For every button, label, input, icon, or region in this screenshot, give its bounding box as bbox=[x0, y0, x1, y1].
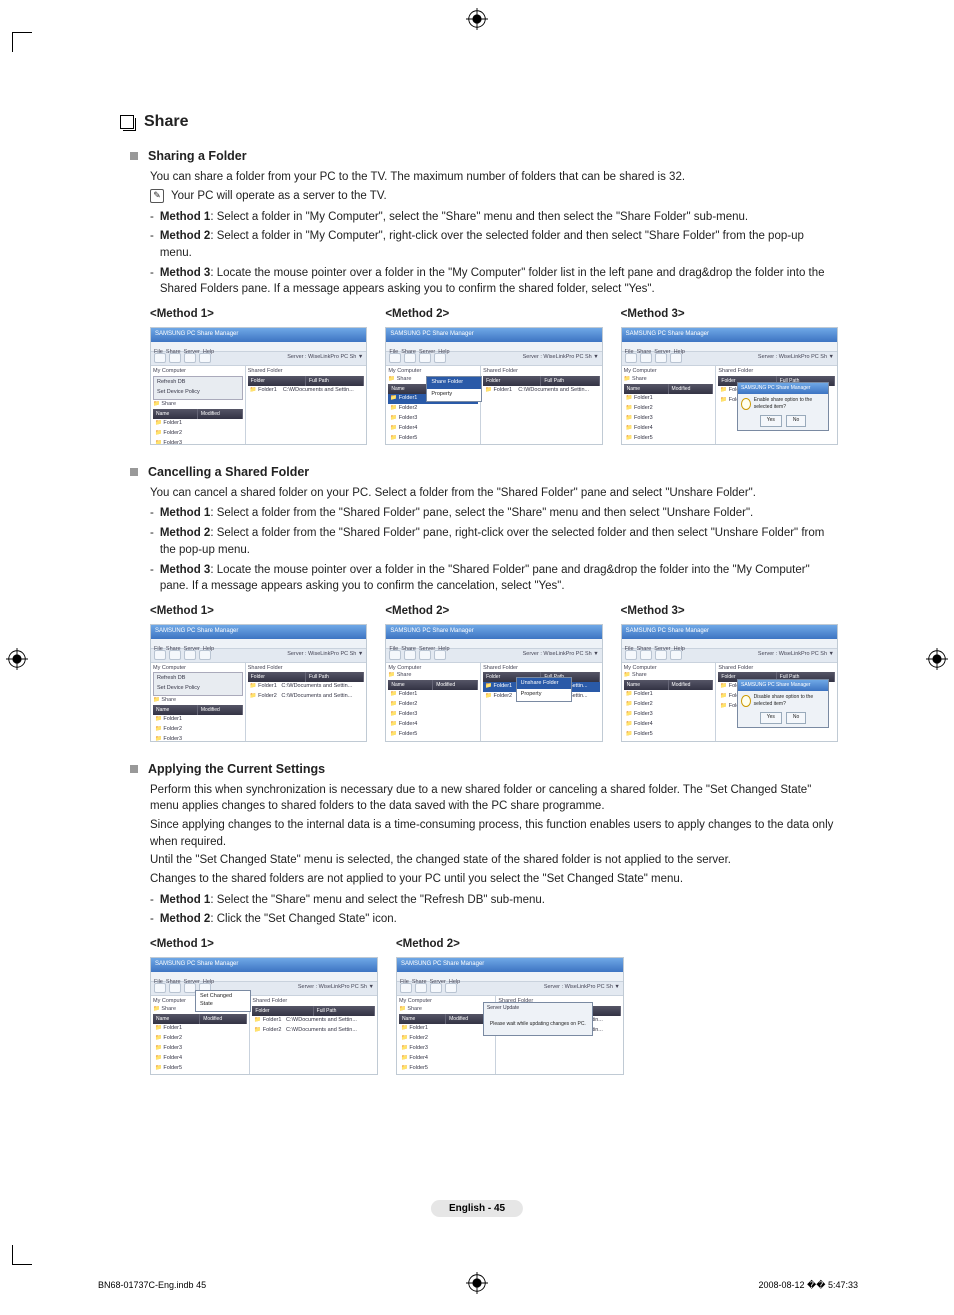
section-sharing: Sharing a Folder You can share a folder … bbox=[120, 147, 838, 445]
cm3-text: : Locate the mouse pointer over a folder… bbox=[160, 564, 810, 593]
note-text: Your PC will operate as a server to the … bbox=[171, 190, 387, 202]
am2-text: : Click the "Set Changed State" icon. bbox=[210, 913, 397, 925]
dash: - bbox=[150, 209, 154, 226]
registration-mark-left bbox=[6, 648, 28, 670]
h2-sharing: Sharing a Folder bbox=[148, 147, 247, 165]
note-row: ✎ Your PC will operate as a server to th… bbox=[150, 188, 838, 205]
cm1-label: Method 1 bbox=[160, 507, 210, 519]
cm1-text: : Select a folder from the "Shared Folde… bbox=[210, 507, 753, 519]
bullet-icon bbox=[130, 468, 138, 476]
footer-left: BN68-01737C-Eng.indb 45 bbox=[98, 1280, 206, 1291]
ap-p2: Since applying changes to the internal d… bbox=[150, 817, 838, 850]
m1-text: : Select a folder in "My Computer", sele… bbox=[210, 211, 748, 223]
crop-mark-tl bbox=[12, 32, 32, 52]
screenshot-cancel-m3: SAMSUNG PC Share Manager File Share Serv… bbox=[621, 624, 838, 742]
screenshot-apply-m1: SAMSUNG PC Share Manager File Share Serv… bbox=[150, 957, 378, 1075]
section-cancel: Cancelling a Shared Folder You can cance… bbox=[120, 463, 838, 742]
m3-header: <Method 3> bbox=[621, 306, 838, 323]
ap-p4: Changes to the shared folders are not ap… bbox=[150, 871, 838, 888]
m2-text: : Select a folder in "My Computer", righ… bbox=[160, 230, 804, 259]
crop-mark-bl bbox=[12, 1245, 32, 1265]
page-body: Share Sharing a Folder You can share a f… bbox=[120, 110, 838, 1093]
dash: - bbox=[150, 562, 154, 595]
m2-label: Method 2 bbox=[160, 230, 210, 242]
am1-header: <Method 1> bbox=[150, 936, 378, 953]
cm2-text: : Select a folder from the "Shared Folde… bbox=[160, 527, 824, 556]
m1-label: Method 1 bbox=[160, 211, 210, 223]
page-number-pill: English - 45 bbox=[431, 1200, 523, 1217]
cm2-header: <Method 2> bbox=[385, 603, 602, 620]
dash: - bbox=[150, 911, 154, 928]
dash: - bbox=[150, 228, 154, 261]
ap-p1: Perform this when synchronization is nec… bbox=[150, 782, 838, 815]
dash: - bbox=[150, 265, 154, 298]
m1-header: <Method 1> bbox=[150, 306, 367, 323]
heading-share: Share bbox=[144, 110, 188, 133]
h2-apply: Applying the Current Settings bbox=[148, 760, 325, 778]
bullet-icon bbox=[130, 765, 138, 773]
am2-header: <Method 2> bbox=[396, 936, 624, 953]
dash: - bbox=[150, 525, 154, 558]
am1-text: : Select the "Share" menu and select the… bbox=[210, 894, 545, 906]
footer-right: 2008-08-12 �� 5:47:33 bbox=[758, 1280, 858, 1291]
footer-line: BN68-01737C-Eng.indb 45 2008-08-12 �� 5:… bbox=[98, 1280, 858, 1291]
h2-cancel: Cancelling a Shared Folder bbox=[148, 463, 309, 481]
cm3-header: <Method 3> bbox=[621, 603, 838, 620]
ap-p3: Until the "Set Changed State" menu is se… bbox=[150, 852, 838, 869]
screenshot-share-m3: SAMSUNG PC Share Manager File Share Serv… bbox=[621, 327, 838, 445]
screenshot-share-m2: SAMSUNG PC Share Manager File Share Serv… bbox=[385, 327, 602, 445]
cancel-intro: You can cancel a shared folder on your P… bbox=[150, 485, 838, 502]
registration-mark-top bbox=[466, 8, 488, 30]
cm1-header: <Method 1> bbox=[150, 603, 367, 620]
m3-label: Method 3 bbox=[160, 267, 210, 279]
m3-text: : Locate the mouse pointer over a folder… bbox=[160, 267, 825, 296]
am2-label: Method 2 bbox=[160, 913, 210, 925]
intro-text: You can share a folder from your PC to t… bbox=[150, 169, 838, 186]
am1-label: Method 1 bbox=[160, 894, 210, 906]
screenshot-cancel-m1: SAMSUNG PC Share Manager File Share Serv… bbox=[150, 624, 367, 742]
section-icon bbox=[120, 115, 134, 129]
cm2-label: Method 2 bbox=[160, 527, 210, 539]
registration-mark-right bbox=[926, 648, 948, 670]
screenshot-cancel-m2: SAMSUNG PC Share Manager File Share Serv… bbox=[385, 624, 602, 742]
dash: - bbox=[150, 505, 154, 522]
section-apply: Applying the Current Settings Perform th… bbox=[120, 760, 838, 1075]
m2-header: <Method 2> bbox=[385, 306, 602, 323]
cm3-label: Method 3 bbox=[160, 564, 210, 576]
bullet-icon bbox=[130, 152, 138, 160]
note-icon: ✎ bbox=[150, 189, 164, 203]
dash: - bbox=[150, 892, 154, 909]
screenshot-share-m1: SAMSUNG PC Share Manager File Share Serv… bbox=[150, 327, 367, 445]
screenshot-apply-m2: SAMSUNG PC Share Manager File Share Serv… bbox=[396, 957, 624, 1075]
